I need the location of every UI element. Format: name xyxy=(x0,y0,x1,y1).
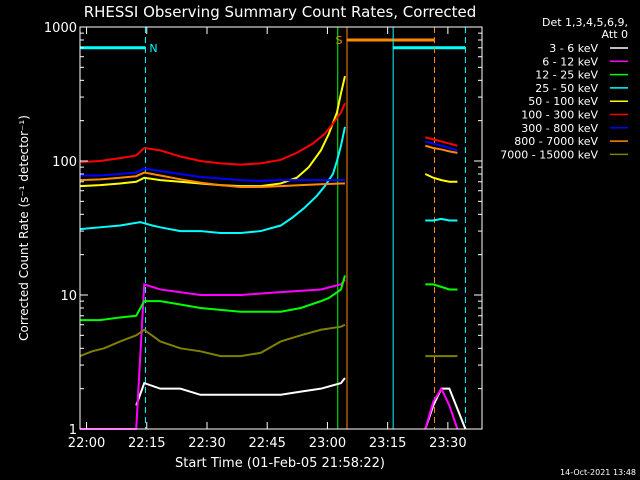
y-tick-label: 100 xyxy=(52,155,77,170)
vertical-lines-layer xyxy=(144,27,466,429)
axes-layer: 22:00 22:15 22:30 22:45 23:00 23:15 23:30 1 10 10… xyxy=(44,21,483,451)
x-tick-label: 22:45 xyxy=(248,436,285,451)
y-axis-label: Corrected Count Rate (s⁻¹ detector⁻¹) xyxy=(17,115,31,341)
chart-title: RHESSI Observing Summary Count Rates, Co… xyxy=(84,3,477,21)
legend-entry-label: 300 - 800 keV xyxy=(521,122,598,135)
y-tick-label: 10 xyxy=(60,289,77,304)
flags-layer: NS xyxy=(80,34,466,55)
legend-entry-label: 7000 - 15000 keV xyxy=(500,148,598,161)
x-tick-label: 23:15 xyxy=(369,436,406,451)
legend-entry-label: 100 - 300 keV xyxy=(521,109,598,122)
x-tick-label: 23:30 xyxy=(429,436,466,451)
x-tick-label: 22:30 xyxy=(188,436,225,451)
flag-label: S xyxy=(335,34,342,47)
x-tick-label: 23:00 xyxy=(309,436,346,451)
legend-entry-label: 6 - 12 keV xyxy=(542,55,598,68)
series-line xyxy=(79,144,458,188)
series-line xyxy=(80,140,458,182)
legend-header: Att 0 xyxy=(602,28,628,41)
plot-frame xyxy=(79,26,483,430)
legend-entry-label: 3 - 6 keV xyxy=(549,42,598,55)
x-axis-label: Start Time (01-Feb-05 21:58:22) xyxy=(175,456,385,471)
legend-entry-label: 12 - 25 keV xyxy=(535,69,598,82)
series-line xyxy=(79,126,458,235)
legend-entry-label: 50 - 100 keV xyxy=(528,95,598,108)
series-line xyxy=(79,102,458,166)
legend-entry-label: 25 - 50 keV xyxy=(535,82,598,95)
flag-label: N xyxy=(149,42,157,55)
footer-date: 14-Oct-2021 13:48 xyxy=(560,468,636,477)
series-line xyxy=(79,323,458,358)
legend-header: Det 1,3,4,5,6,9, xyxy=(542,16,628,29)
x-tick-label: 22:00 xyxy=(68,436,105,451)
x-tick-label: 22:15 xyxy=(128,436,165,451)
y-tick-label: 1000 xyxy=(44,21,77,36)
legend-entry-label: 800 - 7000 keV xyxy=(514,135,598,148)
series-line xyxy=(80,275,458,322)
y-tick-label: 1 xyxy=(69,423,77,438)
